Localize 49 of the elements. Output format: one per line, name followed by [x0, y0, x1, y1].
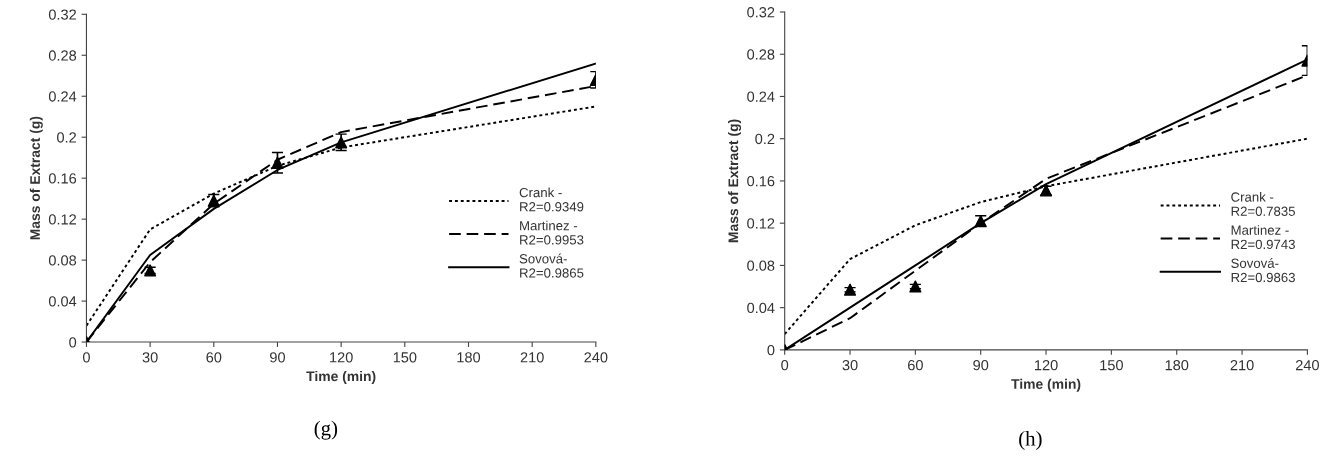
legend-label: Sovová- R2=0.9863 — [1231, 258, 1295, 283]
y-axis-title: Mass of Extract (g) — [728, 119, 742, 243]
legend-label: Martinez - R2=0.9743 — [1231, 225, 1295, 250]
x-tick-label: 240 — [584, 352, 608, 363]
x-tick-label: 30 — [842, 360, 858, 371]
text: (h) — [1019, 431, 1042, 450]
y-tick-label: 0.16 — [48, 173, 77, 184]
x-tick-label: 150 — [1100, 360, 1123, 371]
x-tick-label: 210 — [520, 352, 544, 363]
point — [271, 156, 284, 169]
legend-label: Sovová- R2=0.9865 — [519, 253, 584, 278]
x-tick-label: 150 — [393, 352, 417, 363]
x-tick-label: 240 — [1295, 360, 1319, 371]
y-tick-label: 0.16 — [747, 176, 775, 187]
x-tick-label: 0 — [781, 360, 789, 371]
y-axis-title: Mass of Extract (g) — [29, 116, 43, 240]
y-tick-label: 0.08 — [747, 260, 775, 271]
x-tick-label: 60 — [206, 352, 222, 363]
y-tick-label: 0.04 — [48, 296, 77, 307]
y-tick-label: 0 — [69, 337, 77, 348]
x-tick-label: 60 — [908, 360, 923, 371]
y-tick-label: 0.24 — [747, 91, 775, 102]
y-tick-label: 0.2 — [57, 132, 76, 143]
x-tick-label: 180 — [1165, 360, 1189, 371]
y-tick-label: 0.32 — [747, 7, 775, 18]
x-axis-title: Time (min) — [1011, 378, 1081, 392]
x-tick-label: 30 — [142, 352, 158, 363]
x-tick-label: 210 — [1230, 360, 1254, 371]
x-tick-label: 90 — [270, 352, 286, 363]
legend-label: Crank - R2=0.7835 — [1231, 192, 1295, 216]
y-tick-label: 0.12 — [747, 218, 775, 229]
y-tick-label: 0.24 — [48, 91, 77, 102]
x-tick-label: 90 — [973, 360, 989, 371]
y-tick-label: 0.32 — [48, 9, 76, 20]
y-tick-label: 0.12 — [48, 214, 76, 225]
legend-label: Crank - R2=0.9349 — [519, 187, 584, 212]
x-tick-label: 0 — [82, 352, 90, 363]
x-tick-label: 120 — [330, 352, 353, 363]
y-tick-label: 0.2 — [755, 133, 775, 145]
y-tick-label: 0.28 — [48, 50, 77, 61]
y-tick-label: 0.04 — [747, 302, 775, 314]
x-tick-label: 120 — [1034, 360, 1058, 371]
text: (g) — [314, 420, 338, 440]
y-tick-label: 0 — [767, 345, 775, 356]
x-axis-title: Time (min) — [306, 370, 376, 384]
legend-label: Martinez - R2=0.9953 — [520, 220, 584, 245]
y-tick-label: 0.08 — [48, 255, 77, 266]
y-tick-label: 0.28 — [747, 49, 775, 60]
x-tick-label: 180 — [457, 352, 481, 363]
